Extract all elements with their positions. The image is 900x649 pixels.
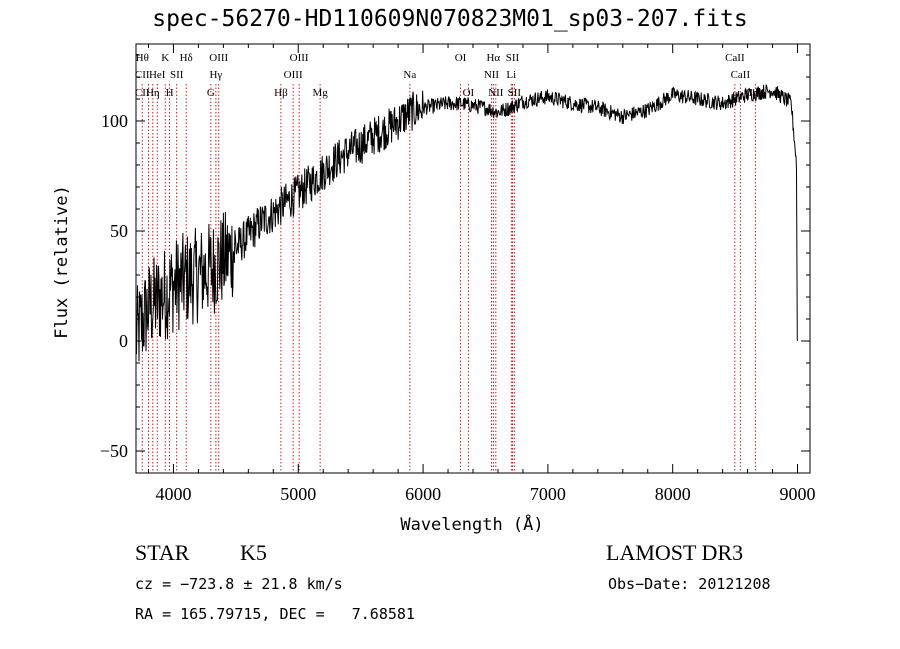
- survey-name: LAMOST DR3: [606, 540, 744, 565]
- y-tick-label: −50: [100, 441, 128, 461]
- x-tick-label: 9000: [780, 484, 816, 504]
- y-axis-label: Flux (relative): [52, 185, 72, 339]
- line-label: Li: [506, 69, 516, 81]
- ra-dec: RA = 165.79715, DEC = 7.68581: [135, 605, 415, 623]
- x-tick-label: 4000: [155, 484, 191, 504]
- line-label: CII: [135, 87, 150, 99]
- x-tick-label: 6000: [405, 484, 441, 504]
- line-label: Na: [403, 69, 416, 81]
- axes: 4000 5000 6000 7000 8000 9000 −50 0 50 100: [100, 44, 816, 504]
- line-label: SII: [170, 69, 184, 81]
- line-label: Hγ: [209, 69, 222, 81]
- spectrum-chart: 4000 5000 6000 7000 8000 9000 −50 0 50 100 Hθ CII C…: [52, 43, 816, 535]
- obs-date: Obs−Date: 20121208: [608, 575, 771, 593]
- object-class: STAR: [135, 540, 190, 565]
- x-tick-label: 5000: [280, 484, 316, 504]
- x-axis-label: Wavelength (Å): [400, 513, 543, 535]
- redshift-cz: cz = −723.8 ± 21.8 km/s: [135, 575, 343, 593]
- object-subclass: K5: [240, 540, 267, 565]
- line-label: HeI: [149, 69, 166, 81]
- line-label: CaII: [725, 52, 745, 64]
- line-markers: [141, 84, 756, 473]
- line-label: CII: [135, 69, 150, 81]
- plot-frame: [135, 43, 811, 474]
- line-label: Hβ: [274, 87, 288, 99]
- chart-title: spec-56270-HD110609N070823M01_sp03-207.f…: [152, 6, 748, 32]
- line-label: Hη: [146, 87, 160, 99]
- spectrum-series: [135, 84, 798, 362]
- line-label: Hδ: [180, 52, 193, 64]
- x-tick-label: 7000: [530, 484, 566, 504]
- spectrum-line: [135, 84, 798, 362]
- line-label: OIII: [290, 52, 309, 64]
- line-label: OI: [455, 52, 467, 64]
- line-label: Hα: [486, 52, 500, 64]
- line-label: OI: [463, 87, 475, 99]
- line-label: Mg: [312, 87, 328, 99]
- y-tick-label: 0: [119, 331, 128, 351]
- line-label: CaII: [746, 87, 766, 99]
- line-label: OIII: [209, 52, 228, 64]
- line-label: NII: [488, 87, 504, 99]
- line-label: SII: [508, 87, 522, 99]
- line-label: CaII: [731, 69, 751, 81]
- line-label: H: [166, 87, 174, 99]
- x-tick-label: 8000: [655, 484, 691, 504]
- line-label: G: [207, 87, 215, 99]
- line-label: Hθ: [136, 52, 149, 64]
- line-label: OIII: [284, 69, 303, 81]
- line-label: NII: [484, 69, 500, 81]
- line-label: SII: [506, 52, 520, 64]
- y-tick-label: 50: [110, 221, 128, 241]
- line-label: K: [161, 52, 169, 64]
- line-labels: HθCIICIIHηHeIKHSIIHδGHγOIIIHβOIIIOIIIMgN…: [135, 52, 766, 99]
- y-tick-label: 100: [101, 111, 128, 131]
